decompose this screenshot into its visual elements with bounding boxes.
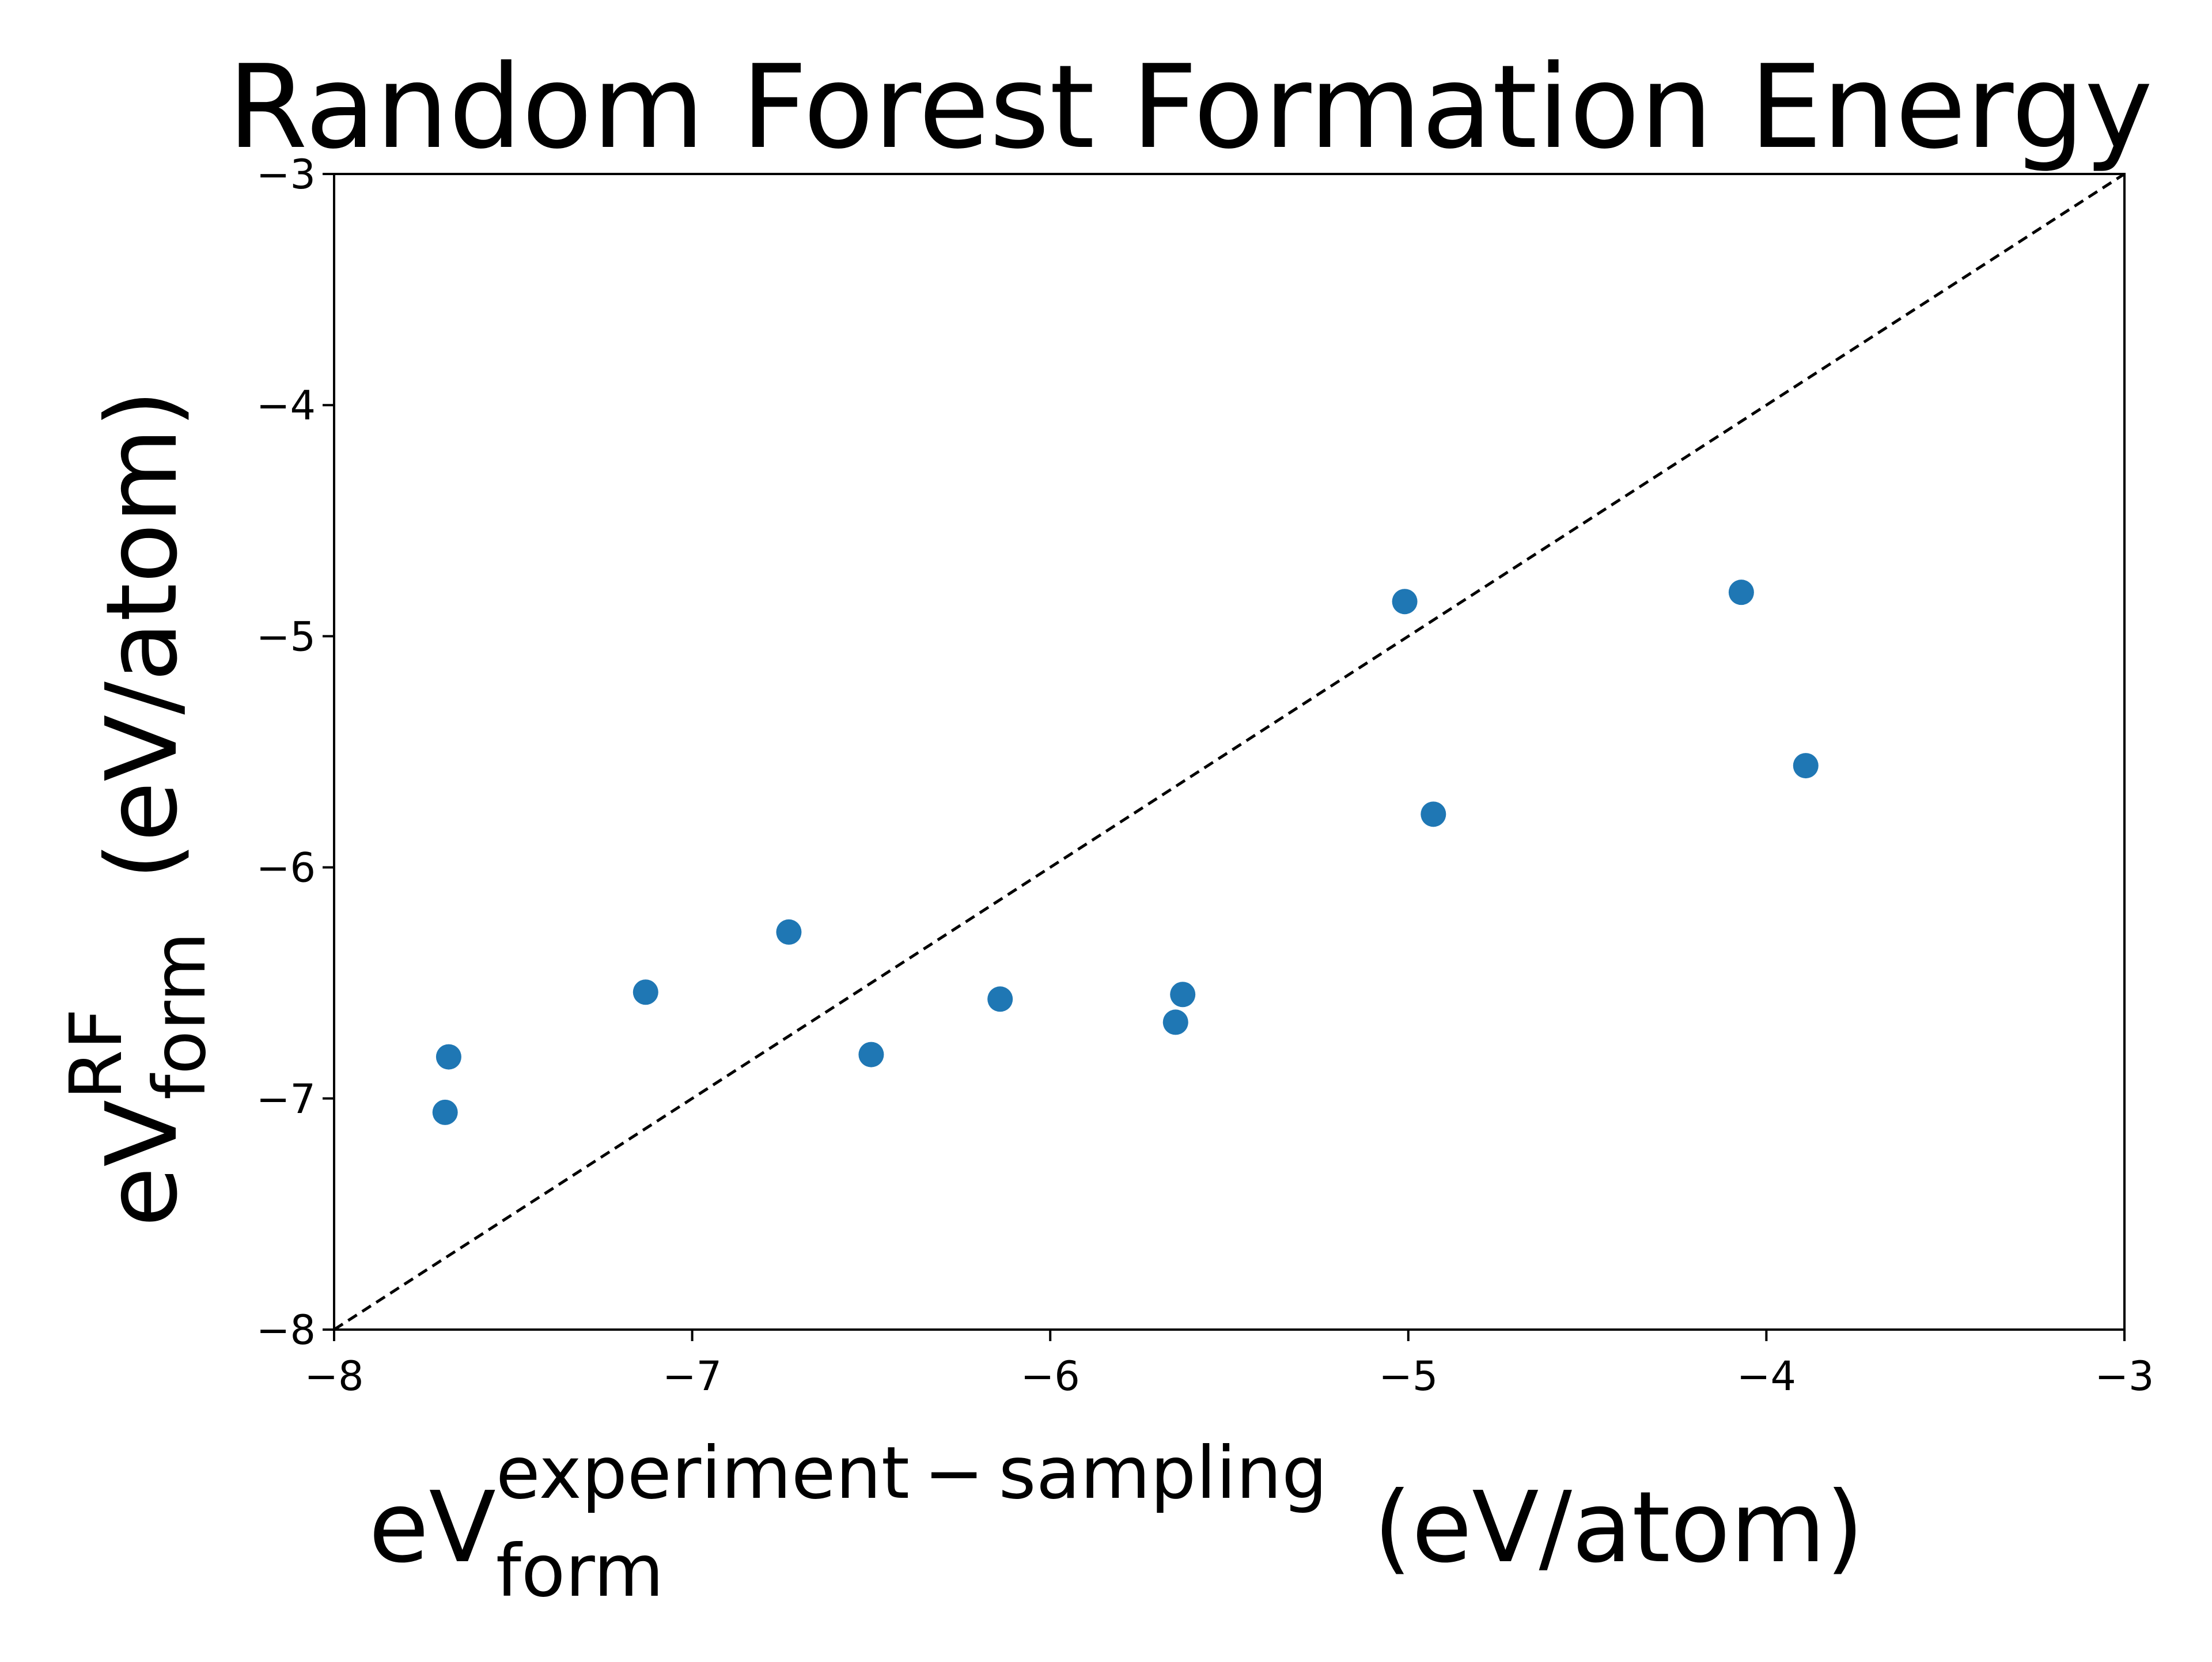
y-axis-label: eVRFform (eV/atom)	[55, 389, 222, 1227]
data-point	[1392, 589, 1418, 615]
axis-label-superscript: experiment − sampling	[496, 1432, 1327, 1515]
y-tick-label: −5	[256, 613, 316, 660]
data-point	[858, 1042, 884, 1067]
data-point	[776, 919, 802, 945]
data-point	[1162, 1009, 1188, 1035]
axis-label-unit: (eV/atom)	[85, 389, 199, 880]
x-tick-label: −8	[304, 1353, 363, 1400]
x-tick-label: −4	[1737, 1353, 1796, 1400]
data-point	[432, 1099, 458, 1125]
data-point	[1793, 753, 1819, 779]
data-point	[435, 1044, 461, 1070]
x-tick-label: −3	[2094, 1353, 2154, 1400]
data-point	[1728, 580, 1754, 605]
data-point	[632, 979, 658, 1005]
chart-title: Random Forest Formation Energy	[228, 40, 2153, 175]
axis-label-base: eV	[369, 1471, 496, 1585]
x-tick-label: −7	[662, 1353, 722, 1400]
x-axis-label: eVexperiment − sampling form (eV/atom)	[369, 1432, 1864, 1613]
axis-label-base: eV	[85, 1100, 199, 1227]
y-tick-label: −6	[256, 845, 316, 892]
data-point	[987, 986, 1013, 1012]
reference-line	[333, 172, 2126, 1331]
axes-frame	[333, 173, 2126, 1331]
data-point	[1170, 982, 1196, 1008]
axis-label-unit: (eV/atom)	[1373, 1471, 1863, 1585]
y-tick-label: −3	[256, 151, 316, 198]
y-tick-label: −8	[256, 1307, 316, 1354]
axis-label-subscript: form	[138, 932, 222, 1100]
data-point	[1421, 801, 1446, 827]
y-tick-label: −4	[256, 382, 316, 429]
x-tick-label: −6	[1021, 1353, 1080, 1400]
axis-label-subscript: form	[496, 1530, 664, 1613]
x-tick-label: −5	[1378, 1353, 1438, 1400]
axis-label-superscript: RF	[55, 1008, 138, 1100]
y-tick-label: −7	[256, 1076, 316, 1123]
plot-area: −8 −7 −6 −5 −4 −3 −8 −7 −6 −5 −4 −3	[256, 151, 2154, 1400]
